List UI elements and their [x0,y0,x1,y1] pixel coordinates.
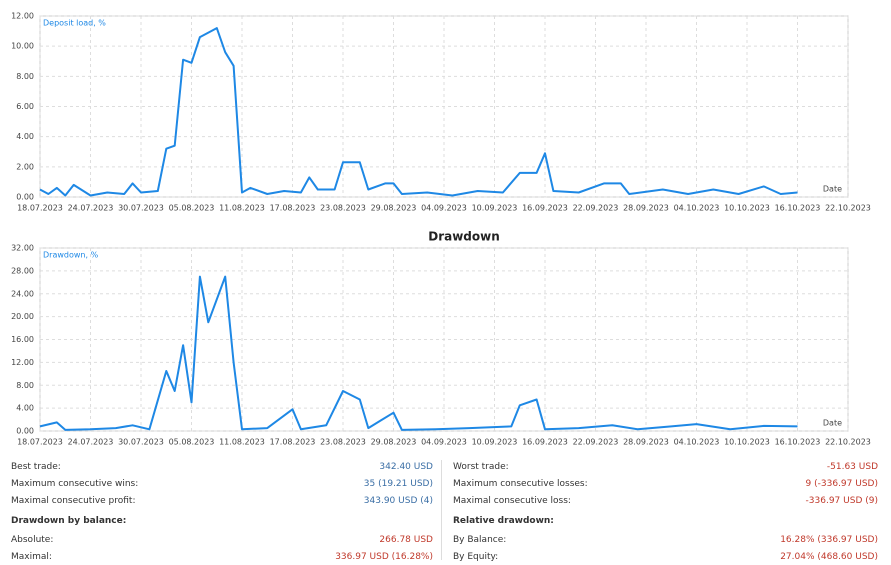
x-tick-label: 17.08.2023 [270,438,316,447]
x-tick-label: 04.09.2023 [421,204,467,213]
y-tick-label: 24.00 [11,289,34,298]
x-tick-label: 11.08.2023 [219,438,265,447]
stat-label: Maximal: [11,551,52,562]
stat-label: By Balance: [453,534,507,545]
x-tick-label: 16.10.2023 [775,204,821,213]
x-tick-label: 22.09.2023 [573,438,619,447]
stat-value: 16.28% (336.97 USD) [780,534,878,545]
series-label: Deposit load, % [43,19,106,28]
x-tick-label: 22.10.2023 [825,438,871,447]
stat-value: -336.97 USD (9) [805,495,878,506]
stat-value: 343.90 USD (4) [363,495,433,506]
x-tick-label: 04.10.2023 [674,204,720,213]
y-tick-label: 0.00 [16,427,34,436]
x-tick-label: 28.09.2023 [623,438,669,447]
x-tick-label: 24.07.2023 [68,438,114,447]
x-tick-label: 23.08.2023 [320,204,366,213]
stat-label: Best trade: [11,461,61,472]
x-tick-label: 30.07.2023 [118,204,164,213]
x-tick-label: 10.10.2023 [724,438,770,447]
x-tick-label: 29.08.2023 [371,438,417,447]
section-title: Drawdown by balance: [11,516,127,526]
stats-right: Worst trade: -51.63 USD Maximum consecutiv… [453,458,878,565]
stat-value: 35 (19.21 USD) [363,478,433,489]
stat-label: Maximal consecutive loss: [453,495,571,506]
x-tick-label: 22.09.2023 [573,204,619,213]
stat-value: 266.78 USD [379,534,433,545]
x-tick-label: 04.10.2023 [674,438,720,447]
stat-row: Maximal: 336.97 USD (16.28%) [11,548,433,565]
chart-title: Drawdown [428,230,500,244]
y-tick-label: 2.00 [16,162,34,171]
y-tick-label: 4.00 [16,404,34,413]
stat-value: -51.63 USD [826,461,878,472]
stat-row: Worst trade: -51.63 USD [453,458,878,475]
x-tick-label: 24.07.2023 [68,204,114,213]
y-tick-label: 0.00 [16,193,34,202]
stat-row: Maximum consecutive wins: 35 (19.21 USD) [11,475,433,492]
x-tick-label: 05.08.2023 [169,438,215,447]
stat-row: Best trade: 342.40 USD [11,458,433,475]
y-tick-label: 4.00 [16,132,34,141]
y-tick-label: 6.00 [16,102,34,111]
x-tick-label: 10.09.2023 [472,204,518,213]
x-tick-label: 16.10.2023 [775,438,821,447]
stat-value: 342.40 USD [379,461,433,472]
stat-row: Maximal consecutive profit: 343.90 USD (4… [11,492,433,509]
stat-label: Maximum consecutive wins: [11,478,139,489]
y-tick-label: 16.00 [11,335,34,344]
y-tick-label: 8.00 [16,72,34,81]
x-tick-label: 16.09.2023 [522,438,568,447]
stat-row: By Balance: 16.28% (336.97 USD) [453,531,878,548]
stat-label: Absolute: [11,534,54,545]
stat-label: By Equity: [453,551,499,562]
y-tick-label: 28.00 [11,266,34,275]
x-tick-label: 10.10.2023 [724,204,770,213]
x-tick-label: 18.07.2023 [17,438,63,447]
stat-label: Worst trade: [453,461,509,472]
divider [441,460,442,560]
y-tick-label: 12.00 [11,12,34,21]
x-tick-label: 30.07.2023 [118,438,164,447]
data-line [39,275,798,431]
y-tick-label: 10.00 [11,42,34,51]
x-tick-label: 18.07.2023 [17,204,63,213]
x-tick-label: 11.08.2023 [219,204,265,213]
x-tick-label: 10.09.2023 [472,438,518,447]
x-tick-label: 28.09.2023 [623,204,669,213]
y-tick-label: 20.00 [11,312,34,321]
x-axis-label: Date [823,419,842,428]
stat-row: Absolute: 266.78 USD [11,531,433,548]
stat-row: Maximum consecutive losses: 9 (-336.97 US… [453,475,878,492]
series-label: Drawdown, % [43,251,99,260]
x-tick-label: 05.08.2023 [169,204,215,213]
stat-label: Maximal consecutive profit: [11,495,136,506]
section-title: Relative drawdown: [453,516,554,526]
stats-left: Best trade: 342.40 USD Maximum consecutive… [11,458,433,565]
stat-value: 336.97 USD (16.28%) [335,551,433,562]
stat-row: Maximal consecutive loss: -336.97 USD (9) [453,492,878,509]
x-axis-label: Date [823,185,842,194]
x-tick-label: 17.08.2023 [270,204,316,213]
y-tick-label: 32.00 [11,244,34,253]
x-tick-label: 22.10.2023 [825,204,871,213]
x-tick-label: 16.09.2023 [522,204,568,213]
stat-value: 9 (-336.97 USD) [805,478,878,489]
x-tick-label: 29.08.2023 [371,204,417,213]
x-tick-label: 04.09.2023 [421,438,467,447]
stat-row: By Equity: 27.04% (468.60 USD) [453,548,878,565]
x-tick-label: 23.08.2023 [320,438,366,447]
y-tick-label: 8.00 [16,381,34,390]
charts: 0.00 2.00 4.00 6.00 8.00 10.00 12.00 18.07.2023… [11,12,871,447]
stat-label: Maximum consecutive losses: [453,478,588,489]
y-tick-label: 12.00 [11,358,34,367]
stat-value: 27.04% (468.60 USD) [780,551,878,562]
data-line [39,27,798,197]
